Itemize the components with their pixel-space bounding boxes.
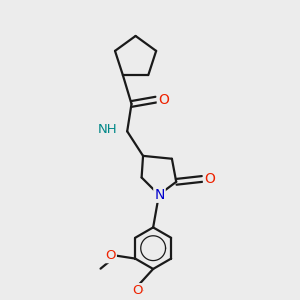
Text: O: O bbox=[105, 249, 116, 262]
Text: N: N bbox=[154, 188, 165, 202]
Text: O: O bbox=[158, 93, 169, 106]
Text: O: O bbox=[132, 284, 142, 297]
Text: NH: NH bbox=[98, 123, 117, 136]
Text: O: O bbox=[204, 172, 215, 186]
